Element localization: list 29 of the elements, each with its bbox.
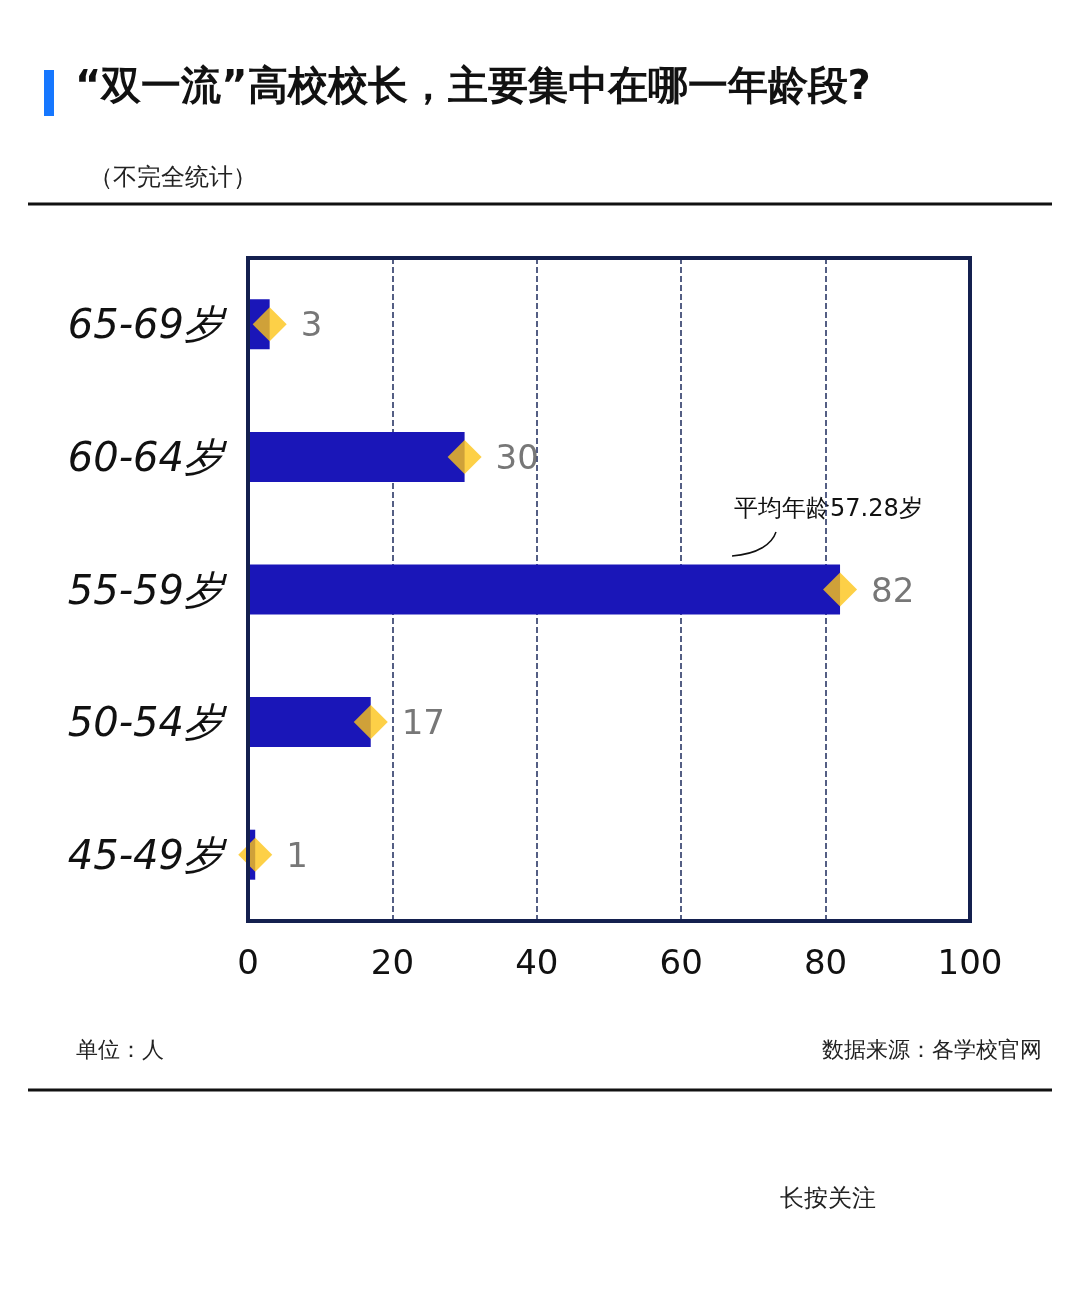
x-tick-label: 80 — [803, 942, 848, 982]
y-tick-label: 50-54岁 — [67, 699, 228, 746]
bar — [248, 564, 841, 615]
point — [823, 572, 858, 607]
chart-subtitle: （不完全统计） — [89, 163, 257, 191]
point — [353, 705, 388, 740]
y-tick-label: 65-69岁 — [67, 301, 228, 348]
x-tick-label: 60 — [659, 942, 703, 982]
point — [447, 439, 482, 474]
text: 单位：人 — [76, 1036, 164, 1062]
data-label: 30 — [495, 436, 539, 477]
y-tick-label: 45-49岁 — [67, 831, 228, 878]
y-tick-label: 60-64岁 — [67, 433, 228, 480]
point — [252, 307, 287, 342]
source-note: 数据来源：各学校官网 — [822, 1036, 1042, 1062]
data-label: 3 — [300, 304, 323, 345]
data-label: 82 — [871, 569, 915, 610]
chart-title: “双一流”高校校长，主要集中在哪一年龄段? — [75, 62, 871, 108]
annotation: 平均年龄57.28岁 — [734, 494, 923, 522]
text: 长按关注 — [780, 1184, 876, 1212]
bar — [248, 697, 371, 748]
bar — [248, 431, 465, 482]
data-label: 1 — [286, 834, 308, 875]
x-tick-label: 100 — [937, 942, 1003, 982]
x-tick-label: 0 — [237, 942, 259, 982]
y-tick-label: 55-59岁 — [67, 566, 228, 613]
x-tick-label: 20 — [370, 942, 415, 982]
data-label: 17 — [401, 702, 446, 743]
x-tick-label: 40 — [515, 942, 559, 982]
